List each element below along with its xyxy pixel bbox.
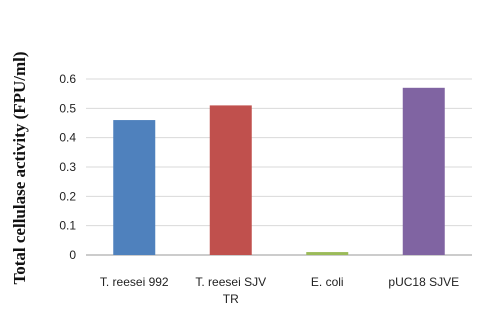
y-tick-label: 0.2 [59, 189, 76, 203]
y-tick-label: 0 [69, 248, 76, 262]
bar [306, 252, 349, 255]
y-tick-label: 0.4 [59, 131, 76, 145]
x-category-label: T. reesei SJV [195, 275, 266, 289]
bars [113, 87, 445, 256]
y-tick-label: 0.5 [59, 101, 76, 115]
y-tick-label: 0.1 [59, 219, 76, 233]
y-tick-label: 0.6 [59, 72, 76, 86]
y-axis-ticks: 0 0.1 0.2 0.3 0.4 0.5 0.6 [59, 72, 76, 262]
bar [209, 105, 252, 256]
bar [113, 120, 156, 255]
y-tick-label: 0.3 [59, 160, 76, 174]
bar [402, 87, 445, 255]
x-category-label: E. coli [311, 275, 344, 289]
x-axis-categories: T. reesei 992 T. reesei SJV TR E. coli pUC18… [100, 275, 459, 306]
x-category-label: T. reesei 992 [100, 275, 169, 289]
x-category-label: TR [223, 292, 239, 306]
x-category-label: pUC18 SJVE [388, 275, 459, 289]
y-axis-label: Total cellulase activity (FPU/ml) [10, 51, 29, 284]
